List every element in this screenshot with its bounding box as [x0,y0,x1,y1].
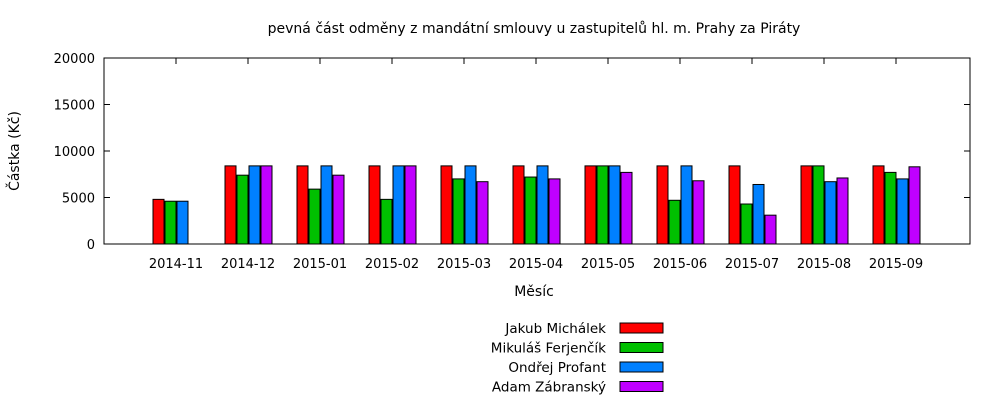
bar [548,178,561,245]
chart-title: pevná část odměny z mandátní smlouvy u z… [268,21,801,37]
bar [836,177,849,245]
bar [176,200,189,245]
x-tick-label: 2015-01 [293,257,347,272]
legend-label: Adam Zábranský [492,380,606,396]
bar [332,174,345,245]
bar [464,165,477,245]
x-tick-label: 2015-05 [581,257,635,272]
bar [512,165,525,245]
bar [440,165,453,245]
bar [452,178,465,245]
bar [404,165,417,245]
bar [620,171,633,245]
bar [524,176,537,245]
legend-label: Jakub Michálek [504,321,606,337]
bar [752,183,765,245]
bars [152,165,921,245]
axes: 0 5000 10000 15000 20000 2014-11 2014-12 2015-0… [54,52,971,272]
bar [764,214,777,245]
bar [908,166,921,245]
bar [248,165,261,245]
legend-swatch [619,322,664,334]
bar [608,165,621,245]
x-tick-label: 2015-09 [869,257,923,272]
bar [884,171,897,245]
y-axis-label: Částka (Kč) [5,111,23,191]
legend: Jakub Michálek Mikuláš Ferjenčík Ondřej Pr… [491,321,664,396]
bar [536,165,549,245]
legend-label: Ondřej Profant [508,360,606,376]
bar [740,203,753,245]
legend-swatch [619,342,664,353]
x-tick-label: 2015-07 [725,257,779,272]
y-tick-label: 5000 [62,192,95,207]
bar [320,165,333,245]
y-tick-label: 0 [87,238,95,253]
bar [896,178,909,245]
bar [476,181,489,245]
bar [596,165,609,245]
bar [164,200,177,245]
bar [392,165,405,245]
bar [680,165,693,245]
bar [728,165,741,245]
legend-swatch [619,361,664,373]
bar [380,198,393,245]
bar [872,165,885,245]
x-tick-label: 2015-08 [797,257,851,272]
bar [260,165,273,245]
y-tick-label: 20000 [54,52,95,67]
bar [236,174,249,245]
bar [308,188,321,245]
x-tick-label: 2015-06 [653,257,707,272]
bar [296,165,309,245]
x-tick-label: 2014-11 [149,257,203,272]
x-tick-label: 2015-02 [365,257,419,272]
bar [152,198,165,245]
x-tick-label: 2014-12 [221,257,275,272]
bar [368,165,381,245]
y-tick-label: 10000 [54,145,95,160]
y-tick-label: 15000 [54,99,95,114]
bar [224,165,237,245]
bar [692,180,705,245]
x-tick-label: 2015-04 [509,257,563,272]
bar [800,165,813,245]
legend-swatch [619,381,664,392]
bar [824,181,837,245]
bar [656,165,669,245]
bar [668,199,681,245]
bar [812,165,825,245]
legend-label: Mikuláš Ferjenčík [491,341,606,357]
bar [584,165,597,245]
x-axis-label: Měsíc [514,284,554,300]
x-tick-label: 2015-03 [437,257,491,272]
